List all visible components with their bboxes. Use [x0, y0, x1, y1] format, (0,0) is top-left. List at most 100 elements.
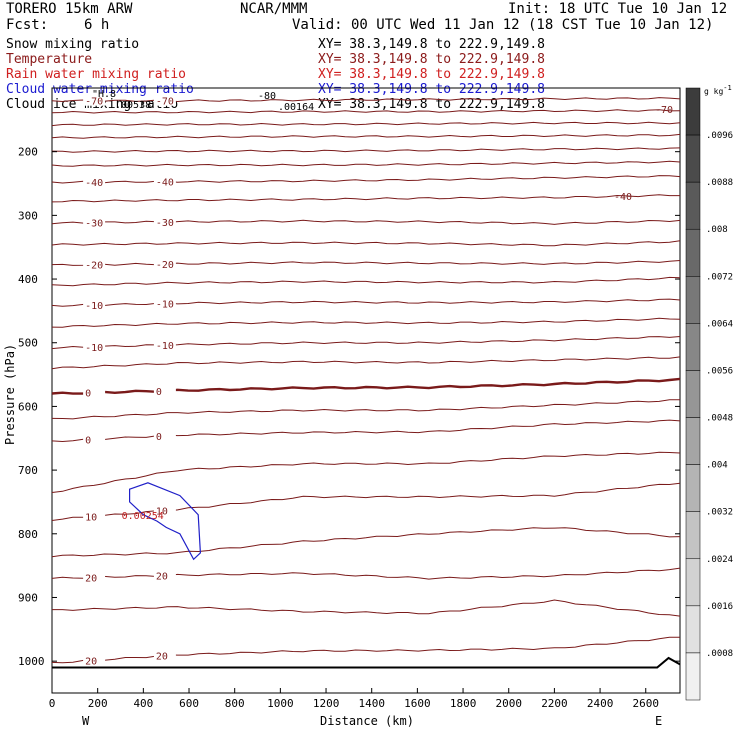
field-name: Rain water mixing ratio — [6, 67, 186, 82]
colorbar-segment — [685, 87, 701, 136]
x-tick-label: 2200 — [541, 697, 568, 710]
colorbar-label: .0056 — [706, 366, 733, 376]
annotation-label: .00164 — [278, 102, 314, 113]
field-xsec: XY= 38.3,149.8 to 222.9,149.8 — [318, 82, 545, 97]
colorbar-segment — [685, 323, 701, 371]
contour-label-bg — [153, 176, 176, 187]
y-tick-label: 800 — [18, 528, 38, 541]
field-name: Snow mixing ratio — [6, 37, 139, 52]
cloud-water-contours: 0.00254 — [122, 482, 202, 561]
temperature-contour — [51, 636, 680, 664]
temperature-contour — [51, 240, 681, 247]
contour-label-bg — [153, 339, 176, 350]
temperature-contour — [51, 121, 681, 127]
colorbar-segment — [685, 464, 701, 512]
temperature-contour — [51, 567, 681, 580]
x-tick-label: 2600 — [633, 697, 660, 710]
contour-label: 0 — [85, 435, 91, 446]
annotation-label: -80 — [258, 91, 276, 102]
fcst-value: 6 h — [84, 17, 109, 33]
model-title: TORERO 15km ARW — [6, 1, 133, 17]
x-tick-label: 2400 — [587, 697, 614, 710]
x-tick-label: 1200 — [313, 697, 340, 710]
contour-label-bg — [83, 299, 106, 310]
x-tick-label: 1800 — [450, 697, 477, 710]
plot-area: -70 -70-40 -40-30 -30-20 -20-10 -10-10 -100 00 0… — [18, 87, 681, 710]
valid-time: Valid: 00 UTC Wed 11 Jan 12 (18 CST Tue … — [292, 17, 713, 33]
colorbar-segment — [685, 511, 701, 560]
x-axis-ticks: 0 200 400 600 800 1000 1200 1400 1600 1800 2000 220… — [49, 688, 659, 710]
contour-label-bg — [153, 570, 176, 581]
temperature-contour — [51, 260, 681, 266]
fcst-label: Fcst: — [6, 17, 48, 33]
contour-label-bg — [83, 341, 106, 352]
x-tick-label: 400 — [133, 697, 153, 710]
plot-frame — [51, 87, 681, 694]
contour-label: -20 — [85, 261, 103, 272]
colorbar-label: .0048 — [706, 414, 733, 424]
contour-label: 20 — [156, 652, 168, 663]
contour-label: -10 — [85, 301, 103, 312]
colorbar-label: .008 — [706, 225, 728, 235]
temperature-contour — [51, 336, 681, 350]
colorbar-segment — [685, 370, 701, 418]
y-tick-label: 300 — [18, 209, 38, 222]
temperature-contour — [51, 175, 681, 184]
y-tick-label: 400 — [18, 273, 38, 286]
contour-label: 20 — [85, 573, 97, 584]
y-tick-label: 200 — [18, 146, 38, 159]
temperature-contour — [51, 109, 681, 114]
colorbar-segment — [685, 558, 701, 607]
y-tick-label: 700 — [18, 464, 38, 477]
field-xsec: XY= 38.3,149.8 to 222.9,149.8 — [318, 37, 545, 52]
temperature-contour — [51, 527, 681, 558]
colorbar-label: .0064 — [706, 319, 733, 329]
contour-label-bg — [153, 258, 176, 269]
annotation-label: -40 — [614, 192, 632, 203]
colorbar-segment — [685, 228, 701, 277]
colorbar-label: .0016 — [706, 602, 733, 612]
field-xsec: XY= 38.3,149.8 to 222.9,149.8 — [318, 97, 545, 112]
colorbar-label: .0096 — [706, 131, 733, 141]
annotation-label: "H.8 — [92, 89, 116, 100]
contour-label-bg — [153, 216, 176, 227]
terrain-line — [52, 656, 681, 669]
colorbar-segment — [685, 417, 701, 465]
init-time: Init: 18 UTC Tue 10 Jan 12 — [508, 1, 727, 17]
y-tick-label: 500 — [18, 337, 38, 350]
contour-label: -70 — [156, 97, 174, 108]
contour-label-bg — [83, 217, 106, 228]
contour-label-bg — [83, 655, 106, 666]
contour-label-bg — [83, 95, 106, 106]
y-tick-label: 1000 — [18, 655, 45, 668]
temperature-contours: -70 -70 -40 -40 -30 -30 -20 -20 -10 -10 -10 -10 0 0 0 0… — [51, 95, 681, 667]
x-tick-label: 0 — [49, 697, 56, 710]
contour-label: 20 — [156, 572, 168, 583]
temperature-contour — [51, 147, 681, 153]
contour-label: 0 — [85, 389, 91, 400]
contour-label: -40 — [85, 178, 103, 189]
colorbar: .0096 .0088 .008 .0072 .0064 .0056 .0048 .004 .0… — [685, 87, 733, 701]
contour-label: -10 — [85, 343, 103, 354]
contour-label-bg — [153, 385, 176, 396]
contour-annotations: "H.8.00538 -80.00164 -70 -40 — [92, 89, 673, 203]
colorbar-label: .0024 — [706, 555, 733, 565]
x-axis-left-end: W — [82, 714, 90, 728]
contour-label-bg — [83, 177, 106, 188]
contour-label: -30 — [85, 219, 103, 230]
field-name: Temperature — [6, 52, 92, 67]
contour-label: 0 — [156, 432, 162, 443]
x-tick-label: 1600 — [404, 697, 431, 710]
x-tick-label: 1400 — [359, 697, 386, 710]
colorbar-label: .004 — [706, 461, 728, 471]
x-tick-label: 800 — [225, 697, 245, 710]
contour-label-bg — [83, 387, 106, 398]
temperature-contour — [51, 451, 681, 493]
field-name: Cloud water mixing ratio — [6, 82, 194, 97]
temperature-contour — [51, 317, 681, 328]
colorbar-segment — [685, 276, 701, 324]
x-axis-label: Distance (km) — [320, 714, 414, 728]
contour-label-bg — [153, 650, 176, 661]
cloud-water-contour — [129, 482, 202, 561]
